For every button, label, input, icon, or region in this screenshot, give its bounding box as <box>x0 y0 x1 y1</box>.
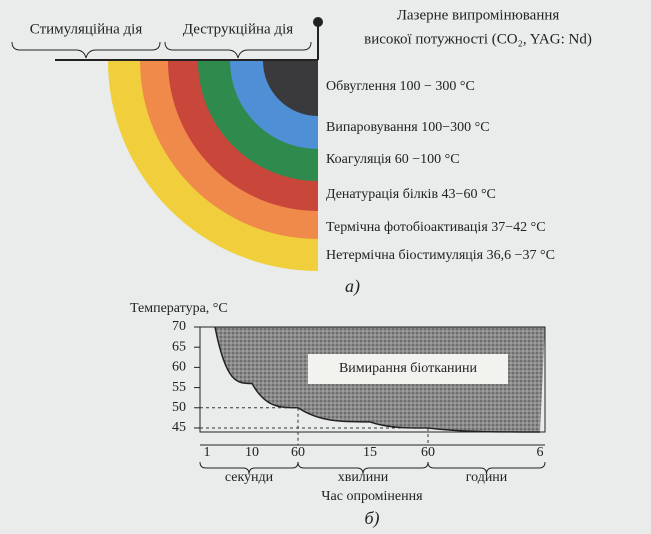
figure: Стимуляційна дія Деструкційна дія Лазерн… <box>0 0 651 534</box>
header-left: Стимуляційна дія <box>30 21 143 37</box>
header-middle: Деструкційна дія <box>183 21 293 37</box>
y-axis-label: Температура, °C <box>130 301 228 316</box>
caption: а) <box>345 276 360 297</box>
layer-label: Обвуглення 100 − 300 °C <box>326 79 475 94</box>
x-axis-label: Час опромінення <box>321 489 423 504</box>
x-tick-label: 15 <box>363 445 377 460</box>
layer-label: Випаровування 100−300 °C <box>326 120 490 135</box>
brace <box>12 42 160 58</box>
header-right: високої потужності (CO₂, YAG: Nd) <box>364 31 592 47</box>
brace <box>165 42 311 58</box>
layer-label: Нетермічна біостимуляція 36,6 −37 °C <box>326 248 555 263</box>
laser-dot <box>313 17 323 27</box>
x-tick-label: 10 <box>245 445 259 460</box>
annotation: Вимирання біотканини <box>339 361 478 376</box>
layer-label: Коагуляція 60 −100 °C <box>326 152 460 167</box>
y-tick-label: 65 <box>172 339 186 354</box>
layer-label: Термічна фотобіоактивація 37−42 °C <box>326 220 546 235</box>
y-tick-label: 50 <box>172 400 186 415</box>
x-tick-label: 1 <box>204 445 211 460</box>
group-label: години <box>466 470 508 485</box>
x-tick-label: 60 <box>291 445 305 460</box>
group-label: хвилини <box>338 470 389 485</box>
header-right: Лазерне випромінювання <box>397 7 560 23</box>
caption: б) <box>364 508 379 529</box>
group-label: секунди <box>225 470 274 485</box>
y-tick-label: 45 <box>172 420 186 435</box>
x-tick-label: 6 <box>537 445 544 460</box>
y-tick-label: 60 <box>172 360 186 375</box>
y-tick-label: 70 <box>172 319 186 334</box>
x-tick-label: 60 <box>421 445 435 460</box>
y-tick-label: 55 <box>172 380 186 395</box>
layer-label: Денатурація білків 43−60 °C <box>326 187 496 202</box>
